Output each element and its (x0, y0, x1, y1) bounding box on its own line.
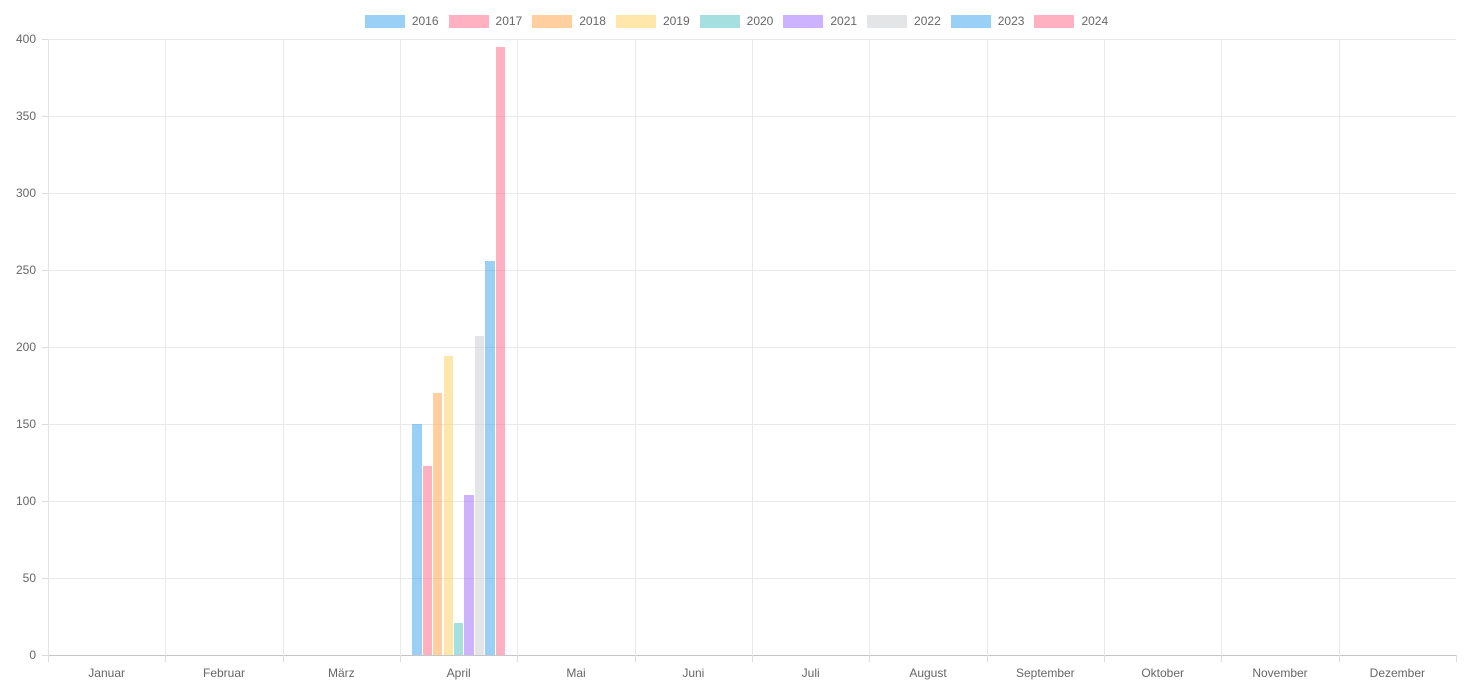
y-axis-tick-label: 100 (15, 494, 36, 508)
legend-swatch (867, 15, 908, 28)
x-axis-month-label: Mai (566, 666, 586, 680)
y-axis-tick-label: 400 (15, 32, 36, 46)
bar-2022-April[interactable] (474, 336, 485, 655)
legend-swatch (1034, 15, 1075, 28)
y-axis-tick-label: 350 (15, 109, 36, 123)
y-axis-tick-label: 50 (22, 571, 36, 585)
x-tick-mark (165, 655, 167, 662)
y-tick-mark (42, 501, 48, 502)
x-axis-month-label: April (446, 666, 471, 680)
x-axis-month-label: Dezember (1369, 666, 1426, 680)
legend-item-2020[interactable]: 2020 (699, 14, 774, 28)
x-axis-month-label: November (1252, 666, 1308, 680)
gridline-x (165, 39, 167, 655)
gridline-x (517, 39, 519, 655)
x-axis-month-label: Februar (202, 666, 246, 680)
legend-swatch (532, 15, 573, 28)
bar-2016-April[interactable] (412, 424, 422, 655)
bar-2021-April[interactable] (464, 494, 474, 655)
legend-swatch (448, 15, 489, 28)
gridline-x (282, 39, 284, 655)
legend-swatch (699, 15, 740, 28)
x-tick-mark (752, 655, 753, 662)
x-tick-mark (1221, 655, 1223, 662)
x-tick-mark (634, 655, 636, 662)
x-tick-mark (400, 655, 401, 662)
x-axis-month-label: März (327, 666, 355, 680)
y-axis-tick-label: 300 (15, 186, 36, 200)
bar-2020-April[interactable] (453, 622, 464, 655)
legend-item-label: 2017 (495, 14, 523, 28)
bar-2018-April[interactable] (433, 393, 443, 655)
legend-item-label: 2024 (1081, 14, 1109, 28)
bar-2023-April[interactable] (485, 260, 495, 655)
legend-swatch (615, 15, 656, 28)
x-tick-mark (869, 655, 871, 662)
y-tick-mark (42, 655, 48, 656)
gridline-x (986, 39, 988, 655)
gridline-x (1221, 39, 1223, 655)
y-axis-tick-label: 150 (15, 417, 36, 431)
legend-item-2021[interactable]: 2021 (783, 15, 857, 28)
x-tick-mark (48, 655, 49, 662)
legend-item-2024[interactable]: 2024 (1034, 15, 1108, 28)
gridline-x (1104, 39, 1105, 655)
y-axis-tick-label: 200 (15, 340, 36, 354)
y-axis-border (48, 39, 49, 655)
legend-swatch (364, 15, 405, 28)
x-tick-mark (986, 655, 988, 662)
chart-legend: 2016 2017 2018 2019 2020 2021 2022 2023 2024 (0, 15, 1473, 28)
legend-item-label: 2021 (830, 14, 858, 28)
bar-2019-April[interactable] (443, 356, 453, 655)
bar-2024-April[interactable] (495, 46, 506, 655)
legend-item-2016[interactable]: 2016 (364, 14, 439, 28)
legend-item-2022[interactable]: 2022 (867, 15, 941, 28)
x-tick-mark (1456, 655, 1457, 662)
legend-item-2018[interactable]: 2018 (532, 15, 606, 28)
legend-item-2017[interactable]: 2017 (448, 14, 523, 28)
y-axis-tick-label: 250 (15, 263, 36, 277)
gridline-x (400, 39, 401, 655)
y-tick-mark (42, 347, 48, 348)
bar-2017-April[interactable] (422, 465, 433, 655)
y-axis-tick-label: 0 (29, 648, 36, 662)
gridline-x (752, 39, 753, 655)
legend-item-label: 2016 (411, 14, 439, 28)
legend-item-label: 2022 (914, 14, 941, 28)
x-tick-mark (282, 655, 284, 662)
x-axis-month-label: Juli (801, 666, 820, 680)
y-tick-mark (42, 578, 48, 579)
legend-item-2019[interactable]: 2019 (615, 14, 690, 28)
y-tick-mark (42, 116, 48, 117)
legend-swatch (783, 15, 824, 28)
x-axis-month-label: Januar (88, 666, 126, 680)
gridline-x (634, 39, 636, 655)
x-tick-mark (1338, 655, 1340, 662)
legend-item-label: 2019 (662, 14, 690, 28)
y-tick-mark (42, 193, 48, 194)
legend-item-label: 2018 (579, 14, 606, 28)
x-axis-month-label: Oktober (1141, 666, 1184, 680)
y-tick-mark (42, 39, 48, 40)
x-axis-month-label: August (909, 666, 947, 680)
gridline-x (869, 39, 871, 655)
legend-item-label: 2020 (746, 14, 774, 28)
legend-item-label: 2023 (997, 14, 1025, 28)
y-tick-mark (42, 424, 48, 425)
x-axis-month-label: Juni (682, 666, 705, 680)
x-axis-month-label: September (1015, 666, 1075, 680)
x-tick-mark (517, 655, 519, 662)
gridline-x (1338, 39, 1340, 655)
y-tick-mark (42, 270, 48, 271)
legend-item-2023[interactable]: 2023 (950, 14, 1025, 28)
x-tick-mark (1104, 655, 1105, 662)
legend-swatch (950, 15, 991, 28)
